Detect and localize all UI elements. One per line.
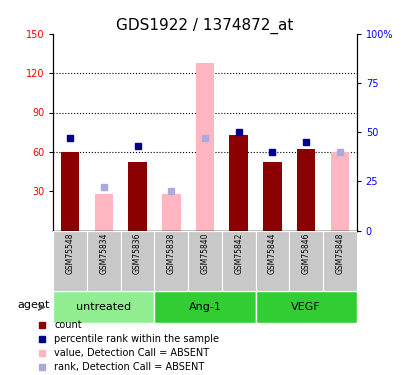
- Text: VEGF: VEGF: [291, 302, 320, 312]
- Bar: [188, 231, 221, 291]
- Text: GSM75844: GSM75844: [267, 232, 276, 274]
- Text: count: count: [54, 320, 82, 330]
- Text: rank, Detection Call = ABSENT: rank, Detection Call = ABSENT: [54, 362, 204, 372]
- Text: Ang-1: Ang-1: [188, 302, 221, 312]
- Bar: [229, 135, 247, 231]
- Bar: [154, 231, 188, 291]
- Text: untreated: untreated: [76, 302, 131, 312]
- Text: percentile rank within the sample: percentile rank within the sample: [54, 334, 219, 344]
- Text: GSM75838: GSM75838: [166, 232, 175, 274]
- Bar: [128, 162, 146, 231]
- Text: agent: agent: [17, 300, 49, 310]
- Bar: [94, 194, 113, 231]
- Text: GSM75836: GSM75836: [133, 232, 142, 274]
- Title: GDS1922 / 1374872_at: GDS1922 / 1374872_at: [116, 18, 293, 34]
- Bar: [255, 231, 289, 291]
- Text: GSM75846: GSM75846: [301, 232, 310, 274]
- Text: GSM75842: GSM75842: [234, 232, 243, 274]
- Bar: [322, 231, 356, 291]
- Text: GSM75834: GSM75834: [99, 232, 108, 274]
- Bar: [255, 291, 356, 322]
- Bar: [330, 152, 348, 231]
- Text: value, Detection Call = ABSENT: value, Detection Call = ABSENT: [54, 348, 209, 358]
- Text: GSM75548: GSM75548: [65, 232, 74, 274]
- Bar: [61, 152, 79, 231]
- Bar: [263, 162, 281, 231]
- Bar: [296, 149, 315, 231]
- Bar: [289, 231, 322, 291]
- Bar: [221, 231, 255, 291]
- Bar: [53, 231, 87, 291]
- Bar: [53, 291, 154, 322]
- Text: GSM75848: GSM75848: [335, 232, 344, 274]
- Bar: [162, 194, 180, 231]
- Bar: [87, 231, 120, 291]
- Text: GSM75840: GSM75840: [200, 232, 209, 274]
- Bar: [120, 231, 154, 291]
- Bar: [154, 291, 255, 322]
- Bar: [195, 63, 214, 231]
